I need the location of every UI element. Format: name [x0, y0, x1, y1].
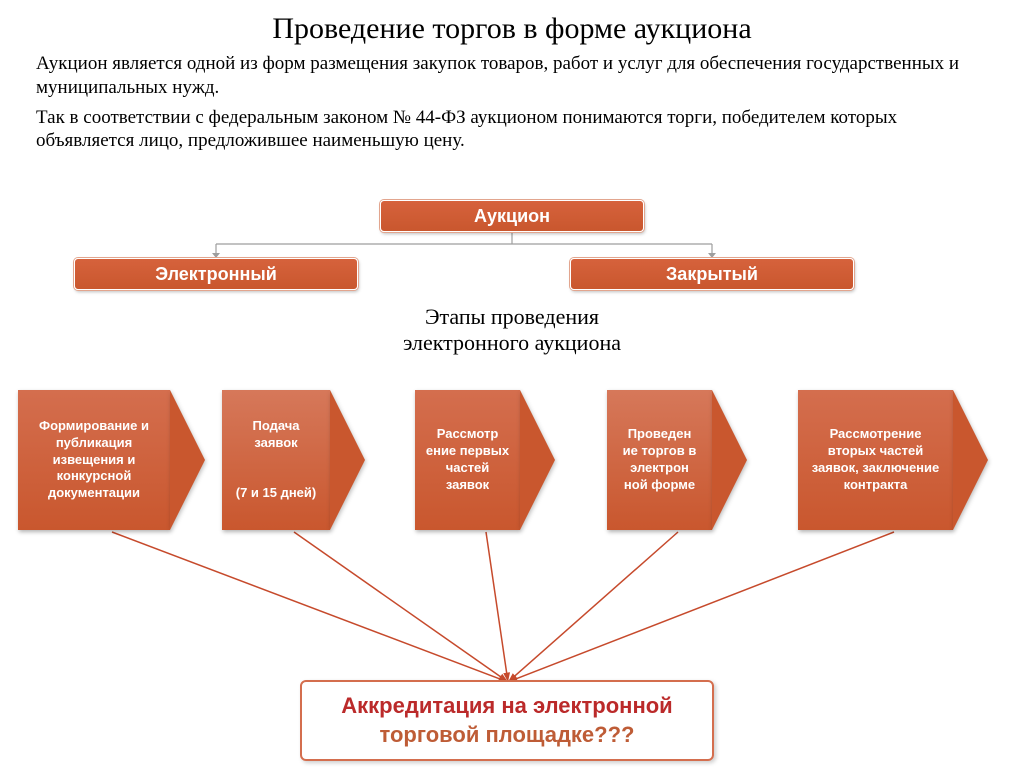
accreditation-box: Аккредитация на электронной торговой пло… [300, 680, 714, 761]
stage-head-0 [170, 390, 205, 530]
stage-arrow-2: Рассмотрение первых частей заявок [415, 390, 555, 530]
accreditation-line1: Аккредитация на электронной [341, 693, 672, 718]
stage-arrow-0: Формирование и публикация извещения и ко… [18, 390, 205, 530]
stage-head-4 [953, 390, 988, 530]
paragraph-1: Аукцион является одной из форм размещени… [0, 46, 1024, 100]
tree-left-label: Электронный [155, 264, 277, 285]
stage-head-3 [712, 390, 747, 530]
tree-right-label: Закрытый [666, 264, 758, 285]
stage-body-1: Подача заявок(7 и 15 дней) [222, 390, 330, 530]
tree-left-box: Электронный [74, 258, 358, 290]
stages-subtitle: Этапы проведенияэлектронного аукциона [0, 304, 1024, 357]
paragraph-2: Так в соответствии с федеральным законом… [0, 100, 1024, 154]
tree-root-label: Аукцион [474, 206, 550, 227]
stage-body-0: Формирование и публикация извещения и ко… [18, 390, 170, 530]
stage-body-4: Рассмотрение вторых частей заявок, заклю… [798, 390, 953, 530]
stage-arrow-3: Проведение торгов в электронной форме [607, 390, 747, 530]
stage-body-3: Проведение торгов в электронной форме [607, 390, 712, 530]
stage-body-2: Рассмотрение первых частей заявок [415, 390, 520, 530]
stage-arrow-4: Рассмотрение вторых частей заявок, заклю… [798, 390, 988, 530]
tree-right-box: Закрытый [570, 258, 854, 290]
stage-arrow-1: Подача заявок(7 и 15 дней) [222, 390, 365, 530]
stage-head-2 [520, 390, 555, 530]
tree-root-box: Аукцион [380, 200, 644, 232]
stage-head-1 [330, 390, 365, 530]
accreditation-line2: торговой площадке??? [380, 722, 635, 747]
page-title: Проведение торгов в форме аукциона [0, 0, 1024, 46]
